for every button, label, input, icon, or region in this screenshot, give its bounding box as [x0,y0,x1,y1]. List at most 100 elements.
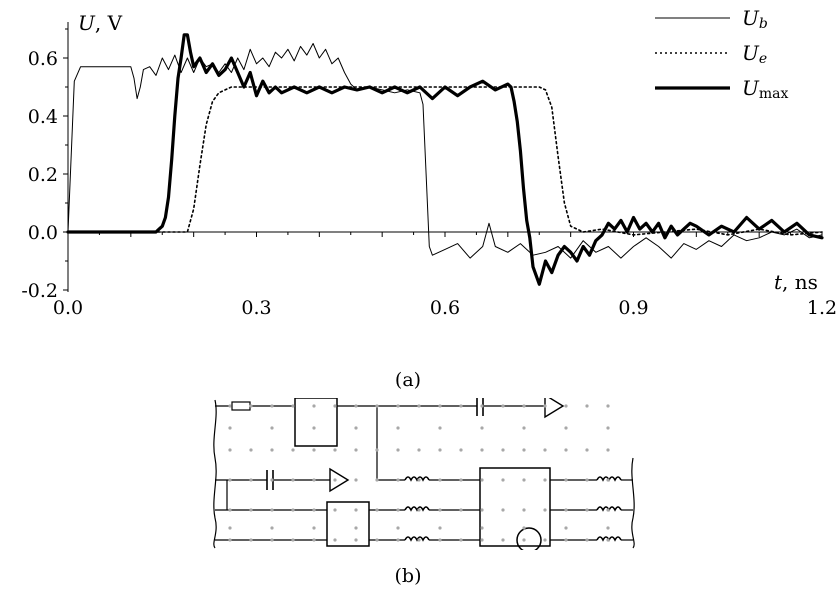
grid-dot [417,508,421,512]
grid-dot [270,508,274,512]
y-tick-label: -0.2 [21,280,58,302]
caption-b: (b) [394,565,422,587]
x-tick-label: 0.0 [53,297,83,319]
grid-dot [585,478,589,482]
grid-dot [333,404,337,408]
grid-dot [270,426,274,430]
grid-dot [438,404,442,408]
y-tick-label: 0.0 [28,222,58,244]
x-tick-labels: 0.0 0.3 0.6 0.9 1.2 [53,297,837,319]
grid-dot [249,508,253,512]
grid-dot [312,538,316,542]
series-line-max [66,33,824,286]
grid-dot [459,508,463,512]
legend-label-e: Ue [742,41,767,67]
grid-dot [438,508,442,512]
grid-dot [543,448,547,452]
grid-dot [564,526,568,530]
grid-dot [375,508,379,512]
grid-dot [375,448,379,452]
grid-dot [312,478,316,482]
grid-dot [354,448,358,452]
grid-dot [522,538,526,542]
grid-dot [312,526,316,530]
grid-dot [228,526,232,530]
grid-dot [585,448,589,452]
grid-dot [312,426,316,430]
grid-dot [543,404,547,408]
legend-label-b: Ub [742,6,768,32]
legend-label-max: Umax [742,76,788,102]
grid-dot [606,448,610,452]
grid-dot [375,404,379,408]
grid-dot [354,426,358,430]
grid-dot [375,538,379,542]
grid-dot [417,448,421,452]
caption-a: (a) [394,369,422,391]
grid-dot [333,448,337,452]
grid-dot [228,404,232,408]
grid-dot [606,404,610,408]
grid-dot [228,538,232,542]
grid-dot [270,478,274,482]
grid-dot [606,478,610,482]
voltage-chart: 0.60.40.20.0-0.2 0.0 0.3 0.6 0.9 1.2 U, V t,… [21,6,837,319]
grid-dot [417,478,421,482]
y-tick-label: 0.6 [28,48,58,70]
grid-dot [396,404,400,408]
grid-dot [228,448,232,452]
grid-dot [501,538,505,542]
grid-dot [270,448,274,452]
grid-dot [606,508,610,512]
grid-dot [291,448,295,452]
grid-dot [354,478,358,482]
block-3 [326,501,370,547]
grid-dot [396,448,400,452]
grid-dot [249,448,253,452]
y-tick-label: 0.2 [28,164,58,186]
grid-dot [522,526,526,530]
left-break-line [213,399,217,549]
grid-dot [354,526,358,530]
x-tick-label: 1.2 [807,297,837,319]
grid-dot [438,448,442,452]
grid-dot [501,404,505,408]
grid-dot [333,478,337,482]
grid-dot [480,404,484,408]
inductor-1 [404,476,430,482]
highlight-circle [516,527,542,550]
grid-dot [564,404,568,408]
grid-dot [564,478,568,482]
grid-dot [501,508,505,512]
grid-dot [291,508,295,512]
x-tick-label: 0.3 [241,297,271,319]
grid-dot [522,426,526,430]
grid-dot [291,478,295,482]
grid-dot [459,404,463,408]
grid-dot [459,448,463,452]
series-line-e [67,86,823,236]
grid-dot [543,478,547,482]
grid-dot [585,538,589,542]
grid-dot [438,478,442,482]
grid-dot [312,404,316,408]
grid-dot [249,478,253,482]
y-tick-label: 0.4 [28,106,58,128]
grid-dot [480,426,484,430]
grid-dot [417,538,421,542]
x-tick-label: 0.6 [430,297,460,319]
grid-dot [375,478,379,482]
grid-dot [333,508,337,512]
circuit-schematic [213,398,635,550]
grid-dot [312,508,316,512]
grid-dot [480,538,484,542]
grid-dot [438,526,442,530]
block-2 [479,467,551,547]
grid-dots [228,404,610,542]
grid-dot [522,478,526,482]
series-lines [66,33,824,286]
resistor [231,401,251,411]
grid-dot [522,508,526,512]
grid-dot [270,538,274,542]
grid-dot [522,448,526,452]
